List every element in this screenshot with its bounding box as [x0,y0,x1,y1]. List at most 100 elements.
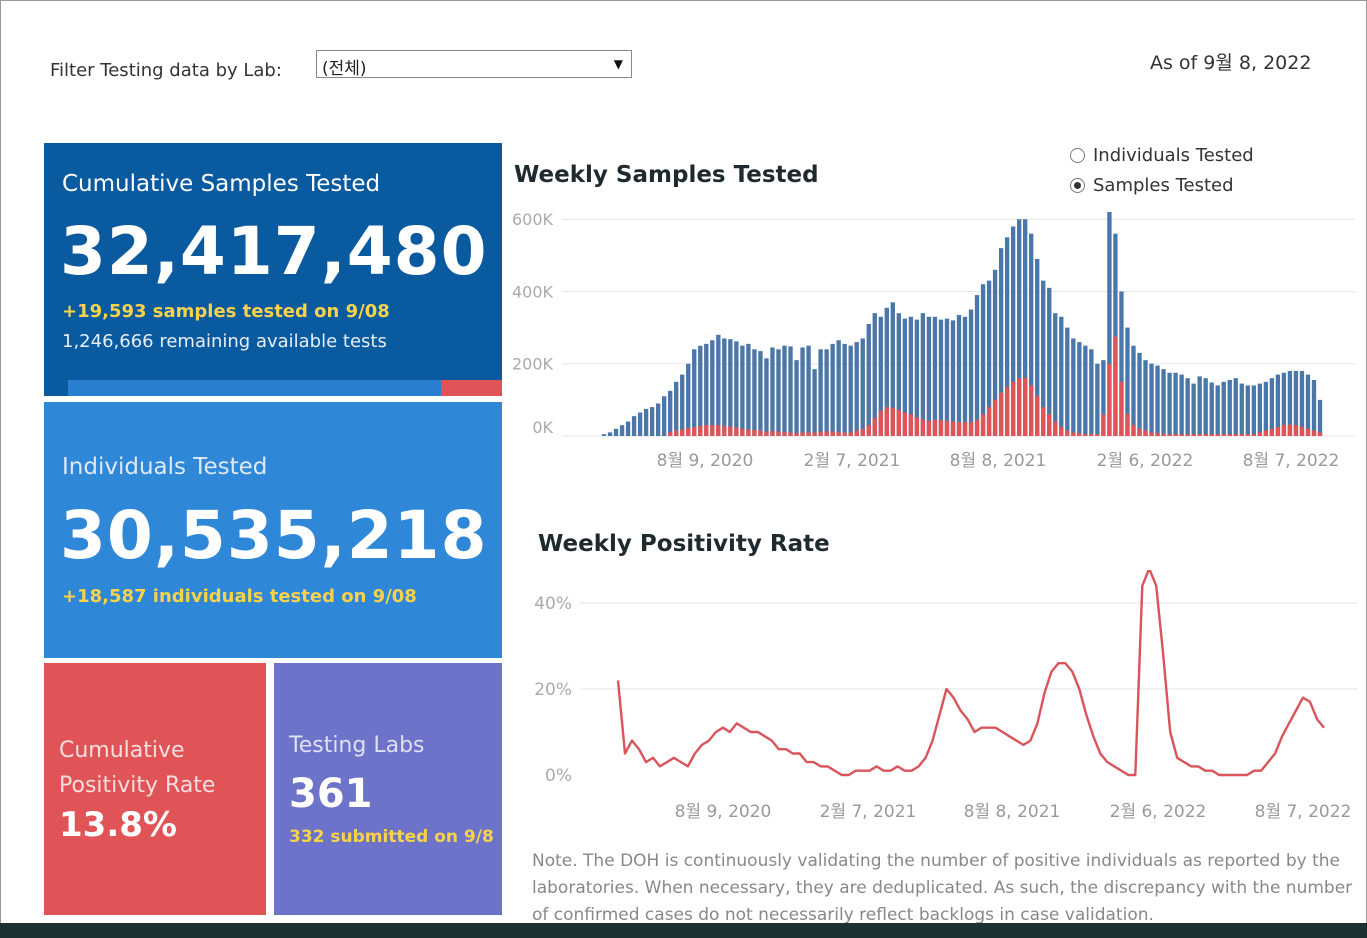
positive-bar [716,425,721,436]
positive-bar [1299,426,1305,436]
samples-bar [962,316,968,436]
positive-bar [854,430,859,436]
samples-bar [776,349,781,436]
individuals-tile: Individuals Tested 30,535,218 +18,587 in… [44,402,502,658]
positive-bar [722,425,727,436]
x-tick-label: 8월 8, 2021 [950,451,1047,471]
positivity-title: Cumulative Positivity Rate [59,738,216,798]
samples-bar [1149,363,1154,436]
y-tick-label: 0% [545,766,572,786]
positive-bar [908,414,914,436]
samples-bar [872,313,877,436]
samples-bar [1010,226,1016,436]
samples-bar [1305,374,1311,436]
positive-bar [848,432,853,436]
lab-filter-value: (전체) [322,59,367,79]
positive-bar [872,417,877,436]
samples-bar [716,334,721,436]
labs-tile: Testing Labs 361 332 submitted on 9/8 [274,663,502,915]
samples-bar [692,349,697,436]
chevron-down-icon[interactable]: ▼ [613,57,623,71]
samples-bar [1197,376,1202,436]
weekly-positivity-title: Weekly Positivity Rate [538,531,830,557]
samples-bar [631,416,637,436]
positive-bar [698,425,703,436]
samples-bar [1245,385,1250,436]
lab-filter-dropdown[interactable]: (전체) ▼ [316,50,632,79]
samples-bar [1275,374,1281,436]
radio-circle-icon[interactable] [1070,148,1085,163]
positive-bar [1293,425,1299,436]
positive-bar [1071,432,1076,436]
samples-bar [649,407,655,436]
x-tick-label: 2월 7, 2021 [804,451,901,471]
samples-bar [758,351,763,436]
positive-bar [1029,385,1034,436]
samples-bar [1041,280,1046,436]
positive-bar [1317,432,1323,436]
positive-bar [938,420,944,436]
positive-bar [926,420,932,436]
labs-submitted: 332 submitted on 9/8 [289,827,494,847]
samples-bar [812,369,817,436]
positive-bar [1167,434,1172,436]
samples-bar [1101,360,1106,436]
positive-bar [1004,387,1010,436]
samples-bar [806,345,811,436]
individuals-value: 30,535,218 [60,497,488,574]
samples-bar [668,390,673,436]
samples-bar [974,295,980,436]
positive-bar [1203,434,1208,436]
positive-bar [866,425,871,436]
radio-label: Individuals Tested [1093,145,1254,166]
positive-bar [1191,434,1196,436]
samples-bar [1167,372,1172,436]
positive-bar [1101,414,1106,436]
positive-bar [782,432,787,436]
tests-remaining-fill [441,380,502,396]
samples-bar [1287,370,1293,436]
samples-bar [1191,383,1196,436]
positivity-tile: Cumulative Positivity Rate 13.8% [44,663,266,915]
radio-circle-icon[interactable] [1070,178,1085,193]
positive-bar [710,425,715,436]
samples-bar [938,319,944,436]
positive-bar [902,412,908,436]
positive-bar [686,428,691,436]
samples-bar [1281,372,1287,436]
positive-bar [1113,336,1118,436]
radio-individuals-tested[interactable]: Individuals Tested [1070,145,1254,166]
samples-bar [842,343,847,436]
positive-bar [890,407,895,436]
samples-bar [1016,219,1022,436]
positive-bar [1125,414,1130,436]
positive-bar [1047,414,1052,436]
samples-bar [1179,374,1184,436]
positive-bar [1041,407,1046,436]
as-of-date: As of 9월 8, 2022 [1150,52,1312,74]
samples-bar [890,302,895,436]
samples-bar [800,347,805,436]
positive-bar [740,428,745,436]
y-tick-label: 40% [534,594,572,614]
samples-bar [968,309,974,436]
positive-bar [1053,421,1058,436]
samples-bar [824,349,829,436]
samples-bar [986,280,992,436]
x-tick-label: 2월 7, 2021 [820,802,917,822]
positive-bar [1023,378,1028,436]
positive-bar [884,407,889,436]
samples-bar [878,316,883,436]
y-tick-label: 400K [512,282,554,301]
positive-bar [794,433,799,436]
samples-bar [1119,291,1124,436]
samples-bar [1077,342,1082,436]
positive-bar [1197,434,1202,436]
radio-samples-tested[interactable]: Samples Tested [1070,175,1234,196]
positive-bar [1077,433,1082,436]
samples-bar [866,324,871,436]
positive-bar [860,428,865,436]
labs-value: 361 [289,771,373,817]
weekly-positivity-chart: 40% 20% 0% 8월 9, 2020 2월 7, 2021 8월 8, 2021 2월… [534,570,1358,822]
samples-bar [1029,233,1034,436]
